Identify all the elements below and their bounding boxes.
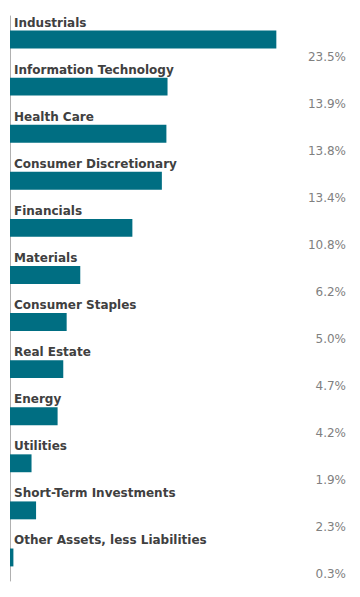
svg-text:13.8%: 13.8% [308,144,346,158]
svg-text:Utilities: Utilities [14,439,67,453]
svg-text:4.7%: 4.7% [316,379,347,393]
svg-text:23.5%: 23.5% [308,50,346,64]
svg-text:10.8%: 10.8% [308,238,346,252]
svg-text:13.4%: 13.4% [308,191,346,205]
svg-text:6.2%: 6.2% [316,285,347,299]
svg-text:Energy: Energy [14,392,61,406]
svg-text:1.9%: 1.9% [316,473,347,487]
svg-text:Consumer Staples: Consumer Staples [14,298,136,312]
svg-text:4.2%: 4.2% [316,426,347,440]
svg-text:Consumer Discretionary: Consumer Discretionary [14,157,177,171]
svg-text:Short-Term Investments: Short-Term Investments [14,486,176,500]
svg-text:Other Assets, less Liabilities: Other Assets, less Liabilities [14,533,207,547]
svg-text:13.9%: 13.9% [308,97,346,111]
svg-text:Industrials: Industrials [14,16,86,30]
svg-text:5.0%: 5.0% [316,332,347,346]
svg-text:Information Technology: Information Technology [14,63,174,77]
svg-text:0.3%: 0.3% [316,567,347,581]
svg-text:Real Estate: Real Estate [14,345,91,359]
svg-text:Financials: Financials [14,204,82,218]
svg-text:Materials: Materials [14,251,77,265]
svg-text:Health Care: Health Care [14,110,94,124]
svg-text:2.3%: 2.3% [316,520,347,534]
